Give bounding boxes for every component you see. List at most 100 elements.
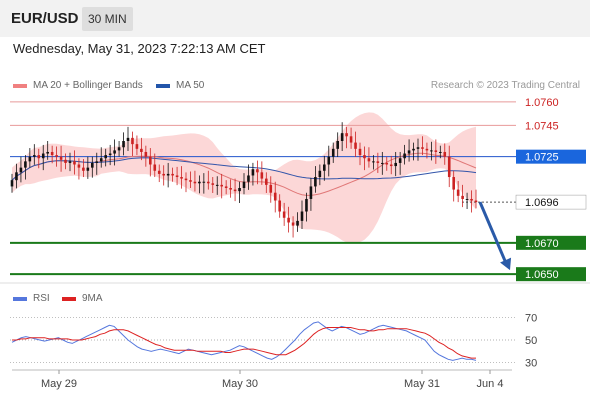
candle-body-85 xyxy=(389,164,393,167)
forecast-arrow-head xyxy=(500,257,512,271)
candle-body-82 xyxy=(376,161,380,163)
candle-body-41 xyxy=(193,181,197,184)
candle-body-4 xyxy=(28,156,32,162)
legend-label-rsi: RSI xyxy=(33,293,50,304)
timeframe-button[interactable]: 30 MIN xyxy=(82,7,133,31)
candle-body-26 xyxy=(126,137,130,141)
rsi-series-1 xyxy=(12,327,476,359)
candle-body-38 xyxy=(180,177,183,179)
candle-body-56 xyxy=(260,172,264,179)
level-label-1: 1.0745 xyxy=(525,120,559,132)
candle-body-83 xyxy=(381,162,384,164)
research-credit: Research © 2023 Trading Central xyxy=(430,80,580,91)
candle-body-37 xyxy=(175,175,179,178)
candle-body-74 xyxy=(340,133,344,141)
rsi-series-0 xyxy=(11,321,477,361)
candle-body-93 xyxy=(425,148,429,151)
legend-rsi: RSI xyxy=(13,293,50,304)
legend-swatch-ma50 xyxy=(156,83,170,88)
candle-body-68 xyxy=(314,177,317,187)
candle-body-20 xyxy=(99,158,103,162)
candle-body-60 xyxy=(278,200,281,212)
candle-body-9 xyxy=(50,151,54,156)
legend-ma50: MA 50 xyxy=(156,80,204,91)
level-tag-3 xyxy=(515,194,587,210)
candle-body-77 xyxy=(354,142,357,149)
candle-body-51 xyxy=(238,188,241,192)
candle-body-65 xyxy=(300,211,304,221)
legend-label-ma20: MA 20 + Bollinger Bands xyxy=(33,80,143,91)
candle-body-55 xyxy=(256,169,259,173)
candle-body-94 xyxy=(430,150,433,152)
candle-body-48 xyxy=(224,186,228,188)
candle-body-80 xyxy=(367,158,371,162)
candle-body-52 xyxy=(242,181,246,188)
candle-body-103 xyxy=(470,198,473,201)
candle-body-17 xyxy=(86,167,90,171)
candle-body-71 xyxy=(327,156,331,165)
candle-body-42 xyxy=(198,181,201,184)
candle-body-91 xyxy=(416,147,420,149)
legend-9ma: 9MA xyxy=(62,293,103,304)
candle-body-32 xyxy=(153,164,157,171)
candle-body-21 xyxy=(104,155,107,159)
candle-body-79 xyxy=(363,155,366,159)
level-label-3: 1.0696 xyxy=(525,197,559,209)
x-tick-label-3: Jun 4 xyxy=(477,378,504,390)
candle-body-18 xyxy=(91,162,94,168)
candle-body-84 xyxy=(385,162,389,165)
candle-body-28 xyxy=(135,144,139,149)
candle-body-49 xyxy=(229,188,232,190)
candle-body-7 xyxy=(41,153,45,159)
candle-body-75 xyxy=(345,133,348,137)
candle-body-86 xyxy=(394,162,397,167)
level-label-5: 1.0650 xyxy=(525,269,559,281)
candle-body-73 xyxy=(336,141,339,149)
candle-body-0 xyxy=(10,180,14,187)
candle-body-104 xyxy=(474,200,478,203)
legend-label-ma50: MA 50 xyxy=(176,80,205,91)
candle-body-5 xyxy=(33,155,36,157)
candle-body-50 xyxy=(233,189,237,192)
candle-body-47 xyxy=(220,184,223,187)
candle-body-62 xyxy=(287,217,290,223)
candle-body-100 xyxy=(456,189,460,196)
header-bar: EUR/USD 30 MIN xyxy=(0,0,590,37)
level-tag-5 xyxy=(516,267,586,282)
candle-body-67 xyxy=(309,186,313,199)
candle-body-34 xyxy=(162,173,165,176)
candle-body-8 xyxy=(46,151,49,154)
candle-body-46 xyxy=(215,184,219,186)
level-label-2: 1.0725 xyxy=(525,152,559,164)
candle-body-16 xyxy=(82,167,85,171)
candle-body-92 xyxy=(421,147,424,149)
legend-ma20: MA 20 + Bollinger Bands xyxy=(13,80,143,91)
rsi-tick-2: 30 xyxy=(525,358,537,370)
candle-body-3 xyxy=(24,161,27,168)
candle-body-45 xyxy=(211,183,215,185)
candle-body-36 xyxy=(171,173,174,176)
candle-body-35 xyxy=(166,173,170,176)
level-tag-4 xyxy=(516,235,586,250)
candle-body-102 xyxy=(465,198,469,200)
candle-body-95 xyxy=(434,150,438,152)
candle-body-97 xyxy=(443,151,447,157)
candle-body-87 xyxy=(398,158,402,163)
candle-body-2 xyxy=(19,167,23,173)
instrument-title: EUR/USD xyxy=(11,10,79,27)
candle-body-39 xyxy=(184,178,188,181)
candle-body-66 xyxy=(305,198,308,212)
candle-body-57 xyxy=(265,178,268,185)
candle-body-6 xyxy=(37,155,41,159)
candle-body-12 xyxy=(64,159,67,163)
candle-body-23 xyxy=(113,150,116,154)
legend-label-9ma: 9MA xyxy=(82,293,103,304)
candle-body-13 xyxy=(68,161,72,163)
candle-body-43 xyxy=(202,181,206,183)
forecast-arrow-shaft xyxy=(478,201,508,264)
report-date: Wednesday, May 31, 2023 7:22:13 AM CET xyxy=(13,41,266,56)
x-tick-label-0: May 29 xyxy=(41,378,77,390)
candle-body-29 xyxy=(140,148,143,152)
candle-body-40 xyxy=(189,180,192,182)
